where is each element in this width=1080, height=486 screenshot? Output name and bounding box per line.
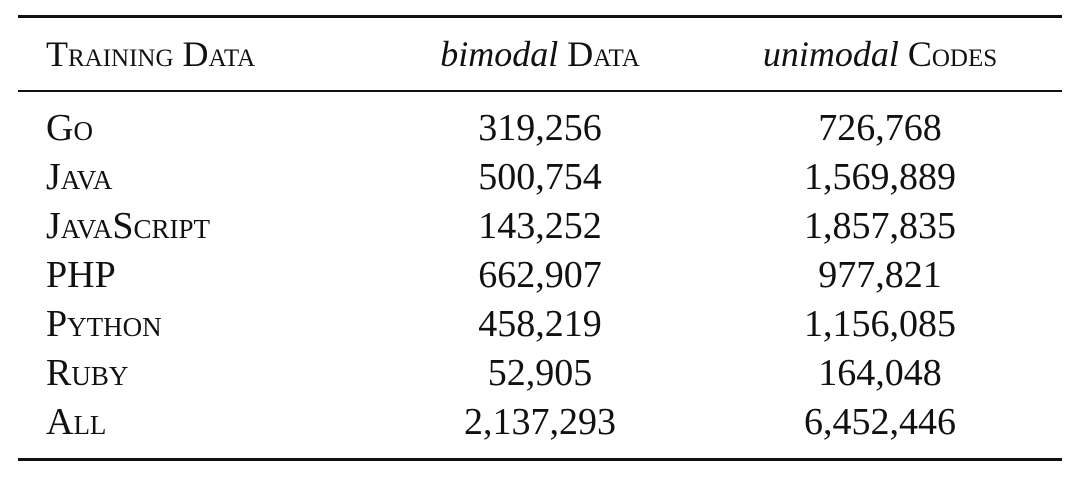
table-cell: 1,156,085 xyxy=(804,303,956,345)
table-cell: 319,256 xyxy=(478,107,602,149)
table-cell: 977,821 xyxy=(818,254,942,296)
row-label: Ruby xyxy=(46,352,129,394)
table-cell: 458,219 xyxy=(478,303,602,345)
header-cell: bimodal Data xyxy=(390,30,690,78)
bottom-rule xyxy=(18,458,1062,461)
table-cell: 2,137,293 xyxy=(464,401,616,443)
table-cell: 1,569,889 xyxy=(804,156,956,198)
header-italic: unimodal xyxy=(762,34,899,74)
row-label: Java xyxy=(46,156,113,198)
mid-rule xyxy=(18,90,1062,92)
row-label: JavaScript xyxy=(46,205,210,247)
table-cell: 6,452,446 xyxy=(804,401,956,443)
row-label: PHP xyxy=(46,254,116,296)
table-cell: 52,905 xyxy=(487,352,593,394)
table-cell: 164,048 xyxy=(818,352,942,394)
table-cell: 143,252 xyxy=(478,205,602,247)
header-text: Training Data xyxy=(46,34,256,74)
table-cell: 662,907 xyxy=(478,254,602,296)
table-cell: 726,768 xyxy=(818,107,942,149)
header-italic: bimodal xyxy=(440,34,559,74)
header-cell: Training Data xyxy=(46,30,255,78)
row-label: All xyxy=(46,401,107,443)
table-cell: 1,857,835 xyxy=(804,205,956,247)
header-text: Codes xyxy=(907,34,998,74)
header-text: Data xyxy=(567,34,640,74)
row-label: Go xyxy=(46,107,93,149)
row-label: Python xyxy=(46,303,162,345)
table-cell: 500,754 xyxy=(478,156,602,198)
top-rule xyxy=(18,15,1062,18)
header-cell: unimodal Codes xyxy=(730,30,1030,78)
